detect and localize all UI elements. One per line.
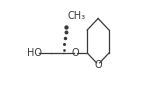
Text: HO: HO xyxy=(27,48,42,58)
Text: O: O xyxy=(72,48,80,58)
Text: O: O xyxy=(94,59,102,70)
Text: CH₃: CH₃ xyxy=(68,11,86,21)
